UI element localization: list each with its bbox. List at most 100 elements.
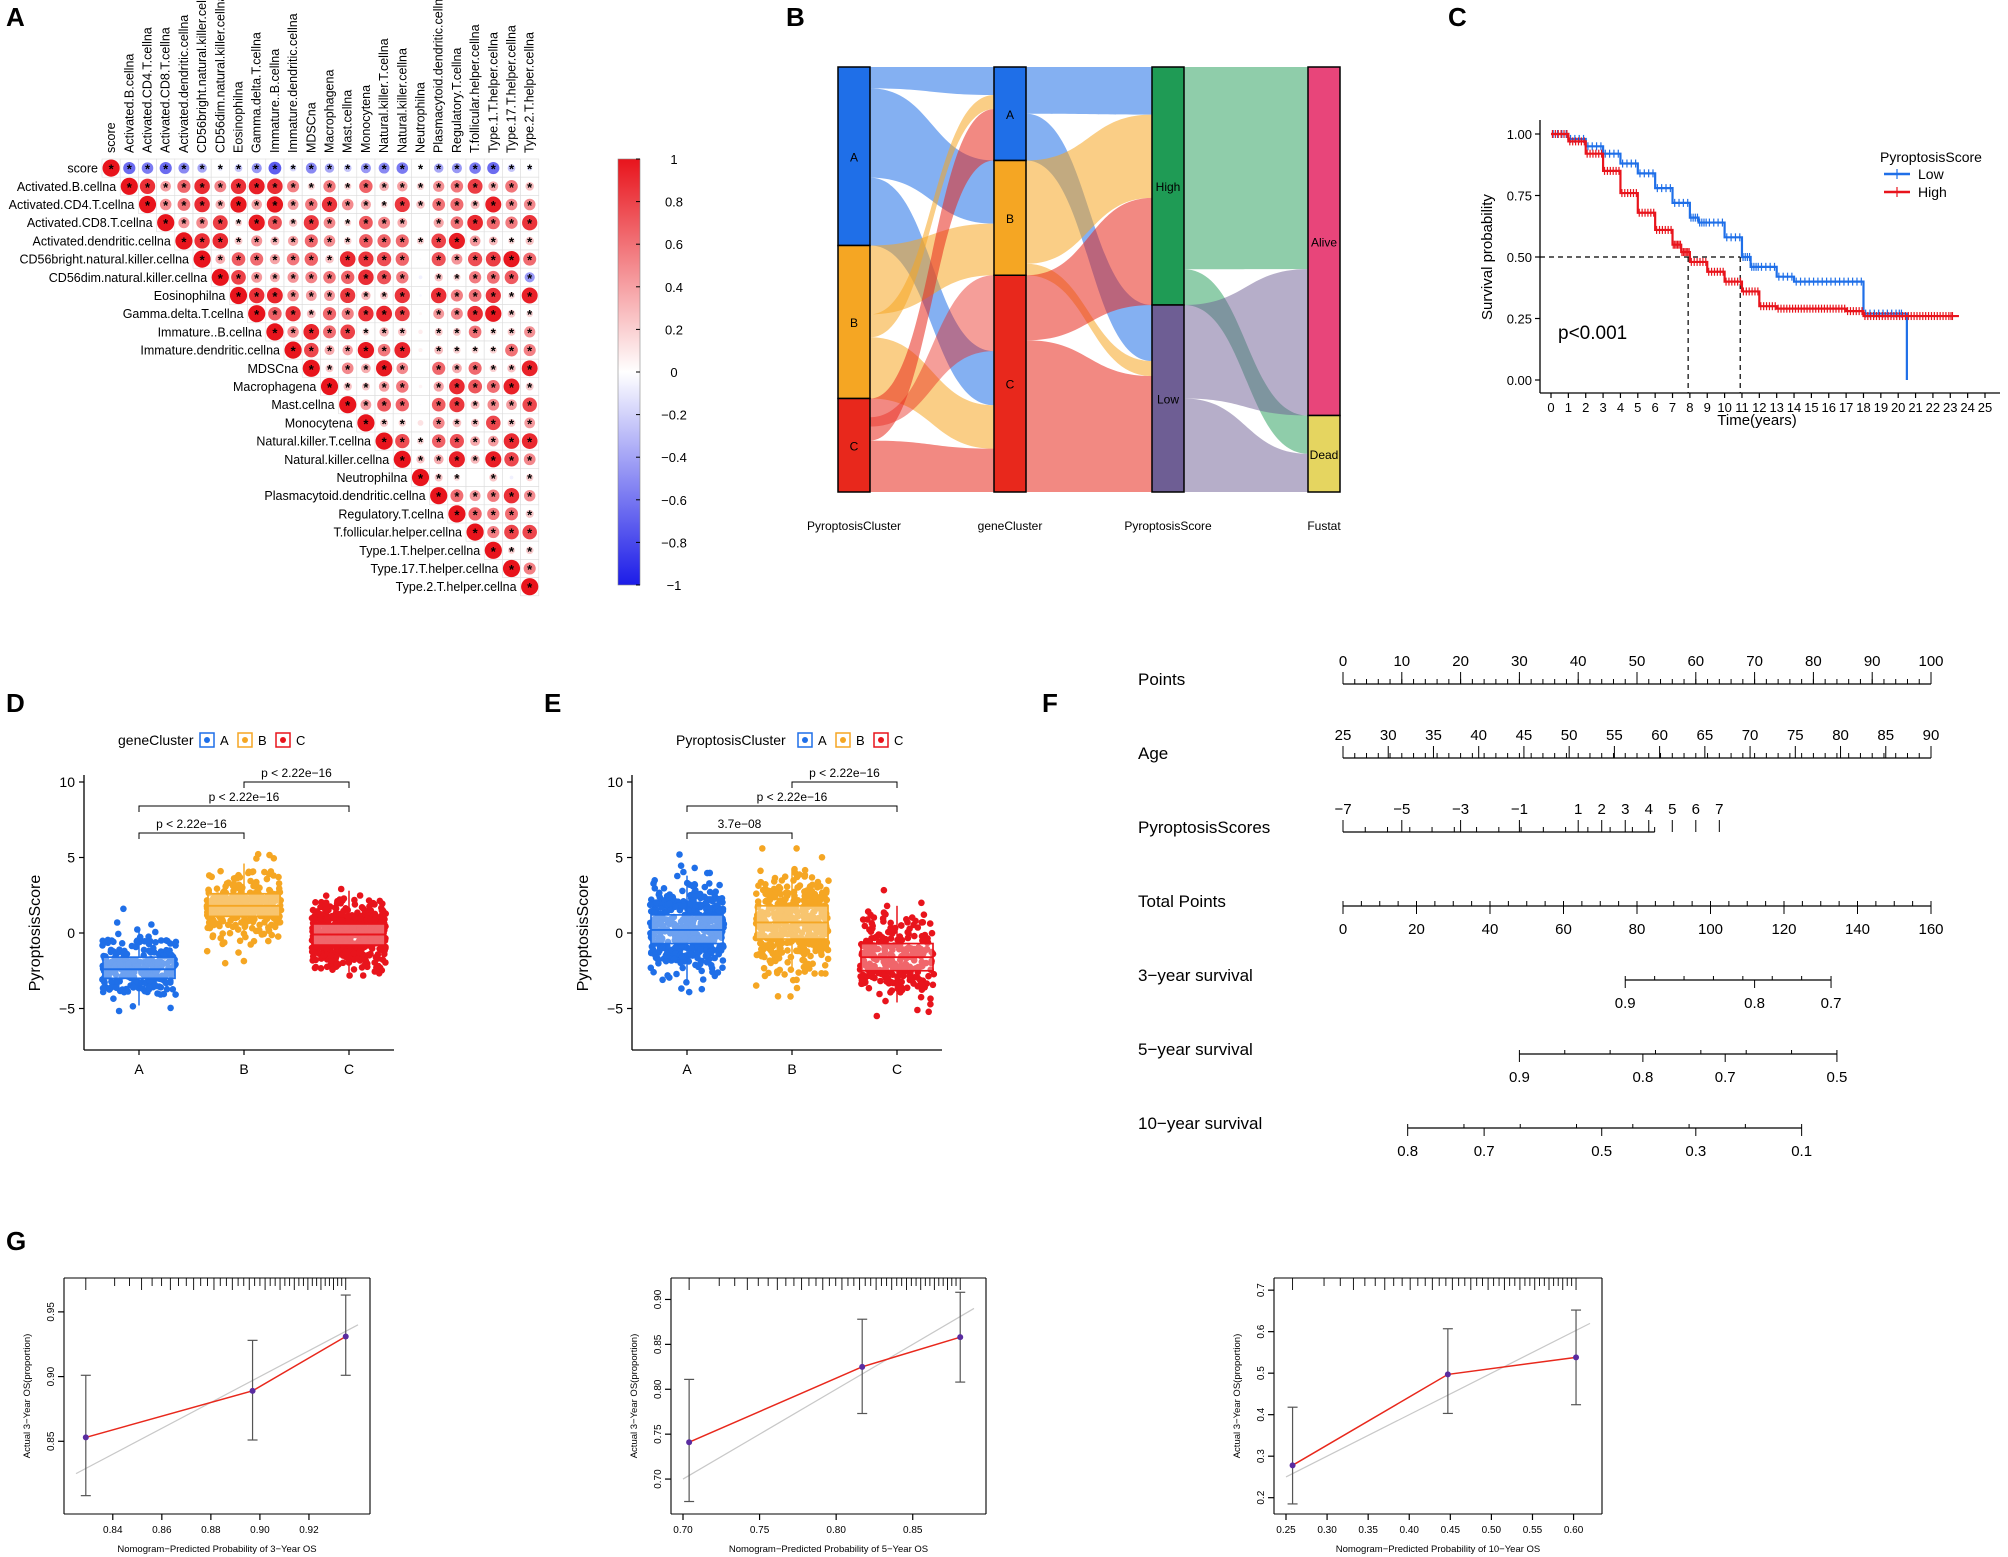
panel-g-calibration-5yr: 0.70 0.75 0.80 0.85 0.70 0.75 0.80 0.85 0.90 Nomo…: [629, 1277, 987, 1555]
correlation-circle: [432, 416, 445, 429]
jitter-point: [266, 851, 273, 859]
significance-star: *: [436, 489, 442, 504]
jitter-point: [891, 963, 899, 971]
correlation-circle: [230, 178, 247, 194]
nomogram-tick-label: 0: [1339, 653, 1347, 670]
jitter-point: [651, 877, 658, 884]
alluvial-node: [993, 66, 1027, 162]
correlation-circle: [487, 507, 500, 521]
jitter-point: [683, 979, 690, 986]
colorbar-tick-label: 0.2: [665, 322, 683, 337]
jitter-point: [379, 900, 386, 907]
correlation-circle: [522, 215, 538, 231]
jitter-point: [342, 948, 349, 955]
nomogram-tick-label: 0.9: [1509, 1069, 1530, 1086]
significance-star: *: [327, 180, 333, 195]
correlation-circle: [323, 216, 336, 229]
jitter-point: [783, 922, 790, 930]
jitter-point: [796, 871, 803, 878]
correlation-circle: [248, 287, 265, 304]
alluvial-node: [1151, 304, 1185, 493]
significance-star: *: [272, 234, 278, 249]
significance-star: *: [527, 435, 533, 450]
jitter-point: [795, 883, 802, 891]
correlation-circle: [434, 473, 443, 482]
correlation-circle: [452, 418, 462, 428]
jitter-point: [204, 924, 211, 932]
jitter-point: [131, 968, 138, 976]
alluvial-flow: [1184, 269, 1308, 416]
significance-star: *: [363, 416, 369, 431]
correlation-circle: [287, 235, 299, 247]
jitter-point: [776, 912, 784, 920]
correlation-circle: [451, 253, 463, 265]
correlation-circle: [343, 164, 352, 172]
significance-star: *: [218, 180, 224, 195]
jitter-point: [697, 946, 704, 953]
nomogram-tick-label: 160: [1918, 921, 1943, 938]
jitter-point: [236, 937, 244, 945]
significance-star: *: [473, 307, 479, 322]
jitter-point: [760, 964, 768, 972]
significance-star: *: [363, 307, 369, 322]
jitter-point: [662, 957, 670, 965]
significance-star: *: [363, 216, 369, 231]
significance-star: *: [454, 362, 460, 377]
jitter-point: [920, 911, 928, 918]
correlation-circle: [449, 378, 465, 395]
significance-star: *: [309, 253, 315, 268]
correlation-circle: [378, 381, 390, 392]
significance-star: *: [473, 325, 479, 340]
x-axis-label: Time(years): [1717, 412, 1796, 429]
jitter-point: [773, 968, 781, 975]
significance-star: *: [181, 180, 187, 195]
significance-star: *: [527, 362, 533, 377]
correlation-circle: [468, 325, 482, 339]
calibration-point: [686, 1439, 693, 1446]
significance-star: *: [400, 234, 406, 249]
correlation-circle: [433, 381, 444, 392]
significance-star: *: [382, 162, 388, 177]
x-tick-label: 2: [1582, 400, 1589, 415]
jitter-point: [145, 983, 153, 991]
y-tick-label: −5: [59, 1001, 75, 1017]
significance-star: *: [527, 344, 533, 359]
jitter-point: [757, 867, 764, 875]
row-label: Gamma.delta.T.cellna: [123, 307, 244, 321]
x-tick-label: 16: [1822, 400, 1836, 415]
jitter-point: [758, 908, 765, 916]
y-tick-label: 10: [59, 774, 75, 790]
jitter-point: [811, 970, 818, 977]
jitter-point: [361, 936, 368, 943]
x-tick-label: 4: [1617, 400, 1624, 415]
jitter-point: [805, 892, 813, 900]
correlation-circle: [507, 164, 516, 172]
significance-star: *: [527, 289, 533, 304]
nomogram-tick-label: 0.5: [1591, 1143, 1612, 1160]
alluvial-axis-label: PyroptosisScore: [1124, 519, 1212, 533]
panel-e-box-scatter: 10 5 0 −5 A B C PyroptosisScore PyroptosisCluste…: [575, 732, 942, 1077]
significance-star: *: [254, 234, 260, 249]
jitter-point: [792, 921, 799, 929]
correlation-circle: [343, 382, 352, 391]
jitter-point: [309, 906, 317, 914]
correlation-circle: [397, 181, 408, 192]
x-tick-label: 19: [1874, 400, 1888, 415]
correlation-circle: [487, 435, 499, 447]
correlation-circle: [450, 289, 463, 302]
y-tick-label: 0.80: [653, 1379, 664, 1399]
jitter-point: [817, 948, 825, 956]
significance-star: *: [400, 325, 406, 340]
nomogram-tick-label: 0.9: [1615, 995, 1636, 1012]
x-tick-label: 0.86: [152, 1525, 172, 1536]
significance-star: *: [454, 416, 460, 431]
significance-star: *: [272, 180, 278, 195]
jitter-point: [327, 952, 335, 959]
jitter-point: [898, 986, 906, 994]
jitter-point: [674, 872, 681, 880]
colorbar-tick-label: 0.8: [665, 195, 683, 210]
nomogram-tick-label: 0.7: [1715, 1069, 1736, 1086]
correlation-circle: [507, 364, 516, 373]
significance-star: *: [491, 544, 497, 559]
jitter-point: [323, 963, 331, 971]
